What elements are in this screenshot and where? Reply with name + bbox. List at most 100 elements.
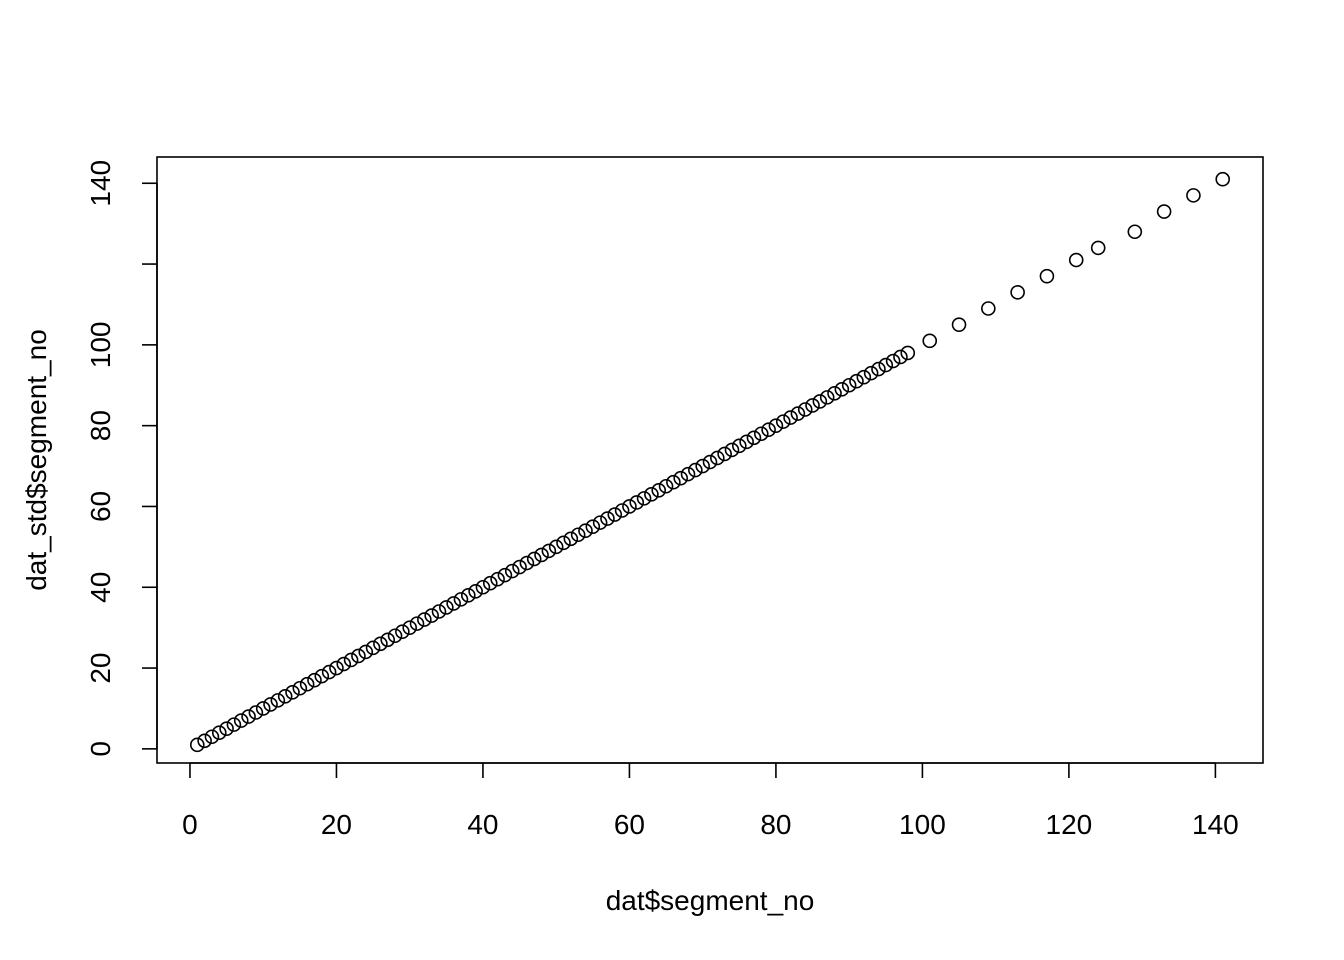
data-point <box>402 620 417 635</box>
data-point <box>578 523 593 539</box>
data-point <box>900 345 916 361</box>
data-point <box>893 349 908 365</box>
data-point <box>1156 204 1172 219</box>
data-point <box>211 725 227 741</box>
x-tick-label: 120 <box>1046 809 1093 840</box>
x-tick-label: 60 <box>614 809 645 840</box>
data-point <box>644 487 659 502</box>
data-point <box>417 612 432 627</box>
data-point <box>204 729 220 745</box>
data-point <box>541 543 557 559</box>
data-point <box>673 470 689 486</box>
data-point <box>702 454 718 470</box>
data-point <box>255 701 271 716</box>
data-point <box>695 458 710 474</box>
data-point <box>746 430 762 446</box>
data-point <box>651 482 667 498</box>
data-point <box>834 381 850 397</box>
data-point <box>409 616 425 631</box>
data-point <box>981 301 996 316</box>
data-point <box>592 515 608 530</box>
data-point <box>292 680 308 696</box>
data-point <box>387 628 403 644</box>
y-tick-label: 0 <box>85 741 116 757</box>
data-point <box>490 571 505 587</box>
data-point <box>871 361 886 377</box>
data-point <box>819 390 835 405</box>
x-tick-label: 0 <box>182 809 198 840</box>
data-point <box>424 608 439 623</box>
data-point <box>885 353 901 369</box>
data-point <box>460 588 476 603</box>
data-point <box>336 656 352 672</box>
data-point <box>790 406 806 421</box>
data-point <box>285 684 300 700</box>
data-point <box>453 592 469 607</box>
y-axis: 0 20 40 60 80 100 140 <box>85 160 158 757</box>
data-point <box>710 450 725 466</box>
data-point <box>270 693 286 708</box>
data-point <box>827 386 842 401</box>
data-point <box>431 604 447 619</box>
data-point <box>380 632 396 648</box>
data-point <box>1215 171 1231 187</box>
data-points <box>189 171 1231 753</box>
data-point <box>497 567 513 583</box>
data-point <box>812 394 828 409</box>
data-point <box>504 563 520 579</box>
data-point <box>197 733 212 749</box>
data-point <box>680 466 696 482</box>
data-point <box>570 527 586 543</box>
data-point <box>863 365 879 381</box>
data-point <box>358 644 374 660</box>
data-point <box>307 672 322 688</box>
data-point <box>622 499 637 514</box>
data-point <box>365 640 381 656</box>
data-point <box>299 676 315 692</box>
y-tick-label: 100 <box>85 322 116 369</box>
x-tick-label: 140 <box>1192 809 1239 840</box>
data-point <box>263 697 278 712</box>
data-point <box>314 668 330 684</box>
data-point <box>233 713 249 728</box>
data-point <box>783 410 798 425</box>
data-point <box>351 648 366 664</box>
y-tick-label: 40 <box>85 572 116 603</box>
data-point <box>526 551 542 567</box>
data-point <box>1068 252 1084 268</box>
data-point <box>717 446 732 462</box>
data-point <box>856 369 872 385</box>
data-point <box>475 579 491 595</box>
data-point <box>775 414 791 429</box>
data-point <box>761 422 776 438</box>
x-tick-label: 40 <box>467 809 498 840</box>
data-point <box>753 426 769 442</box>
data-point <box>1186 188 1201 203</box>
data-point <box>277 689 293 704</box>
data-point <box>395 624 410 640</box>
data-point <box>548 539 564 555</box>
data-point <box>768 418 784 433</box>
data-point <box>241 709 256 724</box>
data-point <box>739 434 754 450</box>
data-point <box>797 402 813 417</box>
data-point <box>556 535 571 551</box>
y-tick-label: 80 <box>85 410 116 441</box>
data-point <box>219 721 234 736</box>
x-tick-label: 80 <box>760 809 791 840</box>
data-point <box>563 531 579 547</box>
data-point <box>585 519 601 534</box>
data-point <box>614 503 630 518</box>
data-point <box>922 333 938 349</box>
data-point <box>534 547 549 563</box>
data-point <box>248 705 264 720</box>
data-point <box>841 377 857 393</box>
data-point <box>519 555 535 571</box>
data-point <box>636 491 652 506</box>
data-point <box>373 636 388 652</box>
x-tick-label: 100 <box>899 809 946 840</box>
y-tick-label: 140 <box>85 160 116 207</box>
data-point <box>439 600 454 615</box>
data-point <box>805 398 820 413</box>
